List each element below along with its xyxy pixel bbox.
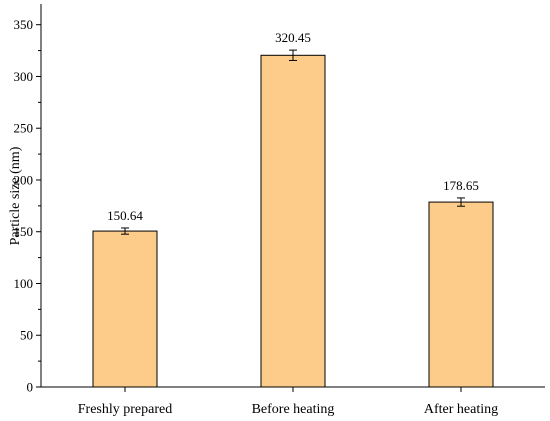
bar — [260, 54, 326, 388]
y-tick-label: 350 — [14, 17, 34, 32]
y-tick-label: 250 — [14, 121, 34, 136]
bar — [428, 201, 494, 388]
x-tick-label: After heating — [424, 402, 498, 417]
y-axis-title: Particle size (nm) — [8, 146, 23, 245]
y-tick-label: 0 — [27, 380, 34, 395]
y-tick-label: 300 — [14, 69, 34, 84]
x-tick-label: Freshly prepared — [78, 402, 172, 417]
y-tick-label: 100 — [14, 276, 34, 291]
data-label: 150.64 — [107, 208, 143, 223]
x-tick-label: Before heating — [252, 402, 335, 417]
y-tick-label: 150 — [14, 224, 34, 239]
y-tick-label: 200 — [14, 172, 34, 187]
data-label: 320.45 — [275, 30, 311, 45]
data-label: 178.65 — [443, 178, 479, 193]
y-tick-label: 50 — [20, 328, 33, 343]
bar — [92, 230, 158, 388]
